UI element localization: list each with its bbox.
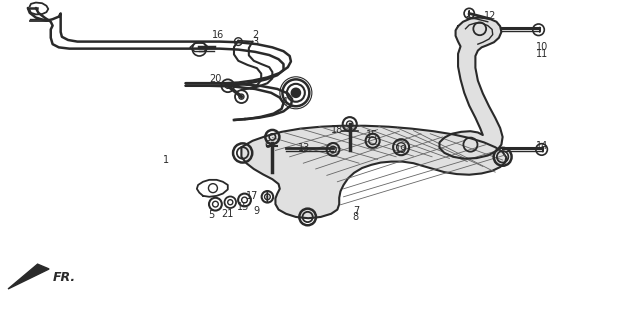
Text: 21: 21	[222, 209, 234, 219]
Text: 8: 8	[353, 212, 359, 222]
Text: 7: 7	[353, 205, 359, 216]
Text: 4: 4	[282, 97, 288, 107]
Text: 9: 9	[254, 205, 260, 216]
Text: 2: 2	[252, 29, 258, 40]
Text: 20: 20	[209, 74, 222, 84]
Text: 1: 1	[163, 155, 169, 165]
Text: 15: 15	[366, 130, 379, 140]
Text: 16: 16	[212, 29, 224, 40]
Text: 6: 6	[264, 140, 271, 150]
Polygon shape	[8, 264, 49, 289]
Text: 5: 5	[209, 210, 215, 220]
Polygon shape	[241, 126, 506, 218]
Text: 10: 10	[535, 42, 548, 52]
Circle shape	[292, 88, 300, 97]
Text: 14: 14	[535, 140, 548, 151]
Text: FR.: FR.	[53, 271, 76, 284]
Text: 11: 11	[535, 49, 548, 59]
Text: 13: 13	[298, 143, 311, 153]
Text: 18: 18	[331, 124, 344, 135]
Text: 15: 15	[236, 202, 249, 212]
Text: 17: 17	[246, 191, 259, 201]
Polygon shape	[439, 18, 503, 159]
Text: 19: 19	[395, 145, 407, 155]
Text: 3: 3	[252, 36, 258, 47]
Text: 12: 12	[484, 11, 496, 21]
